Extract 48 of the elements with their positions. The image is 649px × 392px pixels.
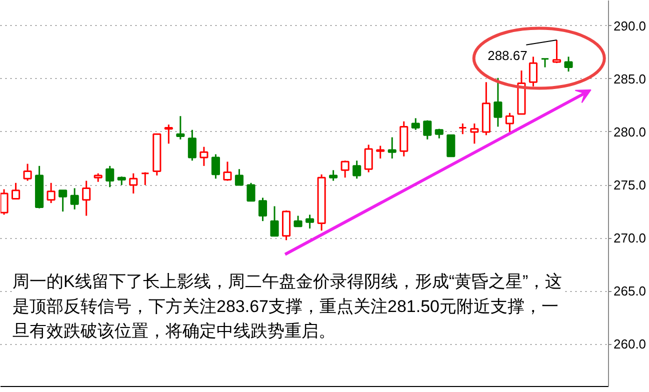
y-tick-label: 280.0 (614, 124, 646, 140)
candlestick (306, 214, 314, 230)
candlestick (176, 115, 185, 140)
candlestick (70, 187, 79, 210)
y-tick-label: 270.0 (614, 230, 646, 246)
candlestick (46, 182, 56, 204)
candlestick (106, 165, 114, 188)
candlestick (376, 145, 385, 160)
candlestick (329, 169, 338, 182)
candlestick (270, 205, 279, 237)
candlestick (552, 39, 562, 64)
candlestick (411, 117, 420, 131)
candlestick (58, 190, 68, 212)
candlestick (340, 160, 350, 178)
candlestick (234, 168, 244, 186)
candlestick (494, 77, 502, 128)
candlestick (223, 160, 232, 182)
candlestick (164, 124, 173, 144)
y-tick-label: 285.0 (614, 71, 646, 86)
candlestick (82, 180, 91, 217)
candlestick (140, 172, 150, 186)
annotation: 288.67 (488, 48, 528, 64)
y-tick-label: 260.0 (614, 336, 646, 352)
candlestick (528, 56, 538, 88)
candlestick (294, 215, 302, 228)
candlestick (458, 122, 467, 135)
y-tick-label: 265.0 (614, 284, 646, 299)
candlestick (258, 196, 268, 222)
candlestick (246, 182, 256, 202)
candlestick (505, 112, 514, 133)
candlestick (211, 154, 220, 180)
candlestick (446, 134, 456, 158)
candlestick (188, 129, 196, 162)
candlestick (352, 160, 362, 180)
candlestick (129, 172, 138, 194)
candlestick (0, 188, 8, 216)
candlestick (564, 56, 573, 72)
candlestick (23, 163, 32, 182)
candlestick (388, 136, 396, 160)
candlestick (470, 122, 479, 144)
annotation: 周一的K线留下了长上影线，周二午盘金价录得阴线，形成“黄昏之星”，这是顶部反转信号，下方关注283.67支撑，重点关注281.50元附近支撑，一旦有效跌破该位置，将确定中线跌势重启。 (12, 272, 562, 340)
y-tick-label: 290.0 (614, 18, 646, 34)
candlestick (423, 120, 432, 140)
candlestick (12, 182, 20, 200)
candlestick (364, 144, 373, 174)
candlestick (540, 58, 550, 68)
y-tick-label: 275.0 (614, 178, 646, 193)
candlestick (200, 146, 208, 167)
